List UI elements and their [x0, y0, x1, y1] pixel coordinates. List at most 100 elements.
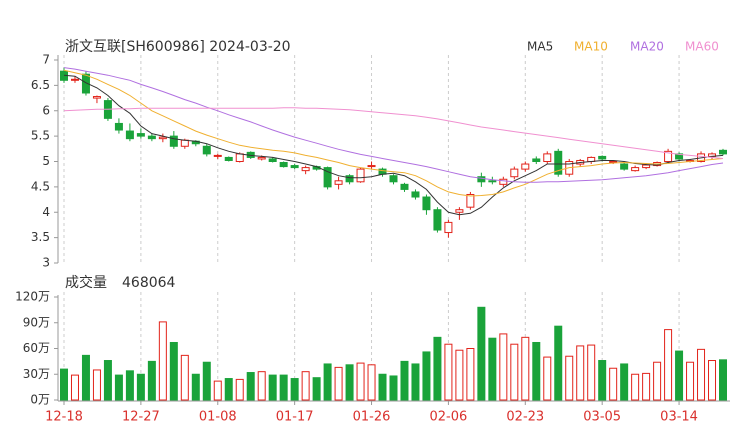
volume-bar: [664, 329, 673, 401]
volume-bar: [323, 363, 332, 401]
candle-body: [345, 175, 354, 183]
candle-body: [631, 167, 640, 172]
candle-body: [114, 122, 123, 131]
volume-bar: [235, 378, 244, 401]
candle-body: [257, 156, 266, 160]
candle-body: [675, 153, 684, 160]
volume-tick-label: 120万: [15, 290, 50, 304]
ma-line: [63, 107, 724, 159]
volume-bar: [433, 336, 442, 401]
volume-tick-label: 0万: [30, 393, 50, 407]
volume-bar: [81, 354, 90, 401]
volume-bar: [224, 378, 233, 401]
volume-bar: [301, 371, 310, 401]
x-tick-label: 03-05: [583, 410, 621, 425]
x-tick-label: 02-06: [430, 410, 468, 425]
volume-bar: [356, 362, 365, 401]
y-tick-label: 5.5: [31, 129, 50, 143]
volume-bar: [367, 364, 376, 401]
volume-bar: [334, 366, 343, 401]
candle-body: [235, 153, 244, 162]
candle-body: [400, 183, 409, 190]
volume-bar: [147, 360, 156, 401]
volume-bar: [455, 349, 464, 401]
candle-body: [147, 135, 156, 140]
volume-bar: [136, 373, 145, 401]
candle-body: [356, 168, 365, 183]
candle-body: [125, 130, 134, 140]
y-tick-label: 3: [42, 256, 50, 270]
y-tick-label: 6.5: [31, 78, 50, 92]
x-tick-label: 01-17: [276, 410, 314, 425]
ma-line: [63, 67, 724, 183]
legend-label: MA60: [685, 40, 719, 54]
candle-body: [521, 163, 530, 170]
volume-bar: [60, 368, 68, 401]
volume-bar: [532, 341, 541, 401]
volume-bar: [290, 378, 299, 401]
volume-bar: [708, 360, 717, 401]
volume-bar: [389, 375, 398, 401]
candle-body: [169, 135, 178, 147]
volume-bar: [125, 370, 134, 401]
volume-bar: [70, 374, 79, 401]
candle-body: [389, 175, 398, 183]
y-tick-label: 6: [42, 103, 50, 117]
latest-volume: 468064: [122, 275, 176, 291]
candle-body: [158, 136, 167, 140]
x-tick-label: 02-23: [506, 410, 544, 425]
volume-bar: [642, 372, 651, 401]
volume-bar: [268, 374, 277, 401]
candle-body: [92, 96, 101, 99]
candle-body: [543, 153, 552, 162]
volume-tick-label: 60万: [23, 341, 50, 355]
volume-bar: [719, 359, 727, 401]
candle-body: [70, 78, 79, 81]
chart-title: 浙文互联[SH600986] 2024-03-20: [65, 39, 291, 55]
candle-body: [510, 168, 519, 178]
volume-bar: [521, 336, 530, 401]
candle-body: [642, 164, 651, 169]
candle-body: [477, 176, 486, 183]
volume-bar: [411, 363, 420, 401]
volume-bar: [697, 348, 706, 401]
candle-body: [136, 133, 145, 137]
volume-bar: [587, 344, 596, 401]
y-tick-label: 5: [42, 154, 50, 168]
volume-bar: [279, 374, 288, 401]
candle-body: [609, 161, 618, 164]
candle-body: [290, 165, 299, 169]
candle-body: [455, 209, 464, 213]
volume-bar: [565, 355, 574, 401]
candle-body: [202, 145, 211, 155]
volume-bar: [488, 337, 497, 401]
volume-bar: [477, 306, 486, 401]
ma-line: [63, 69, 724, 197]
x-tick-label: 12-18: [45, 410, 83, 425]
volume-bar: [103, 360, 112, 401]
candle-body: [301, 167, 310, 172]
volume-bar: [158, 321, 167, 401]
volume-bar: [213, 380, 222, 401]
candle-body: [598, 155, 607, 160]
volume-bar: [510, 343, 519, 401]
volume-bar: [114, 374, 123, 401]
candle-body: [554, 150, 563, 175]
candle-body: [81, 73, 90, 94]
candle-body: [444, 221, 453, 234]
candle-body: [433, 209, 442, 231]
volume-bar: [675, 350, 684, 401]
volume-tick-label: 90万: [23, 315, 50, 329]
legend-label: MA20: [630, 40, 664, 54]
volume-bar: [499, 333, 508, 401]
candle-body: [334, 180, 343, 185]
volume-bar: [631, 373, 640, 401]
volume-bar: [543, 356, 552, 401]
volume-bar: [180, 354, 189, 401]
volume-bar: [554, 325, 563, 401]
y-tick-label: 4: [42, 205, 50, 219]
volume-bar: [378, 373, 387, 401]
candle-body: [499, 178, 508, 185]
x-tick-label: 03-14: [660, 410, 698, 425]
volume-bar: [609, 367, 618, 401]
